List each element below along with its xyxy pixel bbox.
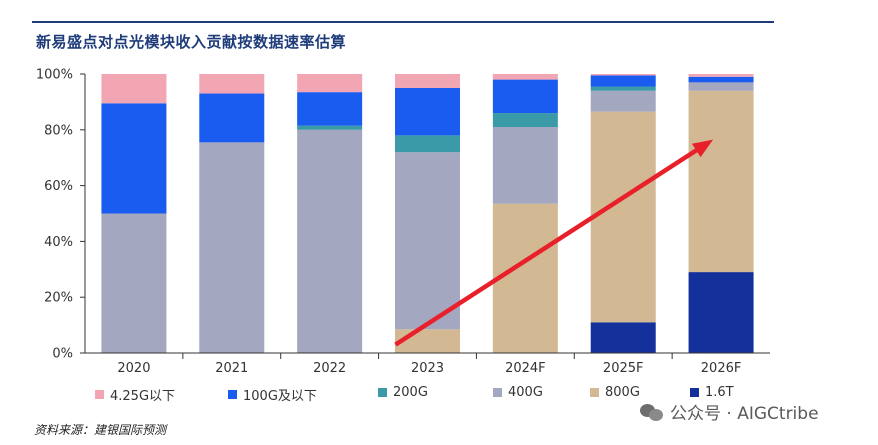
x-tick-label: 2024F: [505, 361, 546, 376]
bar-segment: [590, 90, 656, 112]
bar-segment: [688, 74, 754, 77]
watermark-text: 公众号 · AIGCtribe: [670, 404, 819, 424]
bar-segment: [199, 74, 265, 94]
bar-segment: [590, 86, 656, 91]
bar-segment: [395, 74, 460, 88]
bar-segment: [688, 82, 754, 91]
bar-segment: [688, 90, 754, 273]
x-tick-label: 2020: [117, 361, 150, 376]
bar-segment: [395, 152, 460, 330]
chart-title: 新易盛点对点光模块收入贡献按数据速率估算: [36, 33, 347, 51]
bar-segment: [101, 103, 167, 214]
bar-segment: [101, 213, 167, 353]
y-tick-label: 80%: [44, 123, 73, 138]
x-tick-label: 2025F: [603, 361, 644, 376]
top-rule: [32, 21, 774, 23]
x-tick-label: 2026F: [701, 361, 742, 376]
bar-segment: [297, 92, 363, 126]
bar-segment: [688, 272, 754, 353]
y-tick-label: 100%: [36, 68, 73, 83]
source-note: 资料来源：建银国际预测: [34, 423, 167, 437]
x-tick-label: 2022: [313, 361, 346, 376]
bar-segment: [590, 74, 656, 76]
x-tick-label: 2021: [215, 361, 248, 376]
trend-arrow-head: [691, 139, 714, 158]
bar-segment: [492, 127, 558, 204]
bar-segment: [395, 87, 460, 136]
bar-segment: [492, 203, 558, 353]
bar-segment: [199, 93, 265, 143]
bar-segment: [492, 113, 558, 128]
bar-segment: [101, 74, 167, 104]
bar-segment: [199, 142, 265, 353]
trend-arrow-shaft: [394, 148, 698, 347]
bar-segment: [492, 74, 558, 80]
x-tick-label: 2023: [411, 361, 444, 376]
wechat-icon: [640, 402, 664, 422]
bar-segment: [492, 79, 558, 114]
bar-segment: [688, 76, 754, 83]
y-tick-label: 40%: [44, 235, 73, 250]
y-tick-label: 20%: [44, 291, 73, 306]
bar-segment: [590, 111, 656, 323]
bar-segment: [297, 129, 363, 353]
bar-segment: [590, 322, 656, 353]
watermark: 公众号 · AIGCtribe: [640, 399, 819, 424]
bar-segment: [297, 125, 363, 130]
bar-segment: [590, 75, 656, 87]
bar-segment: [297, 74, 363, 93]
y-tick-label: 60%: [44, 179, 73, 194]
bar-segment: [395, 135, 460, 153]
y-tick-label: 0%: [52, 347, 73, 362]
